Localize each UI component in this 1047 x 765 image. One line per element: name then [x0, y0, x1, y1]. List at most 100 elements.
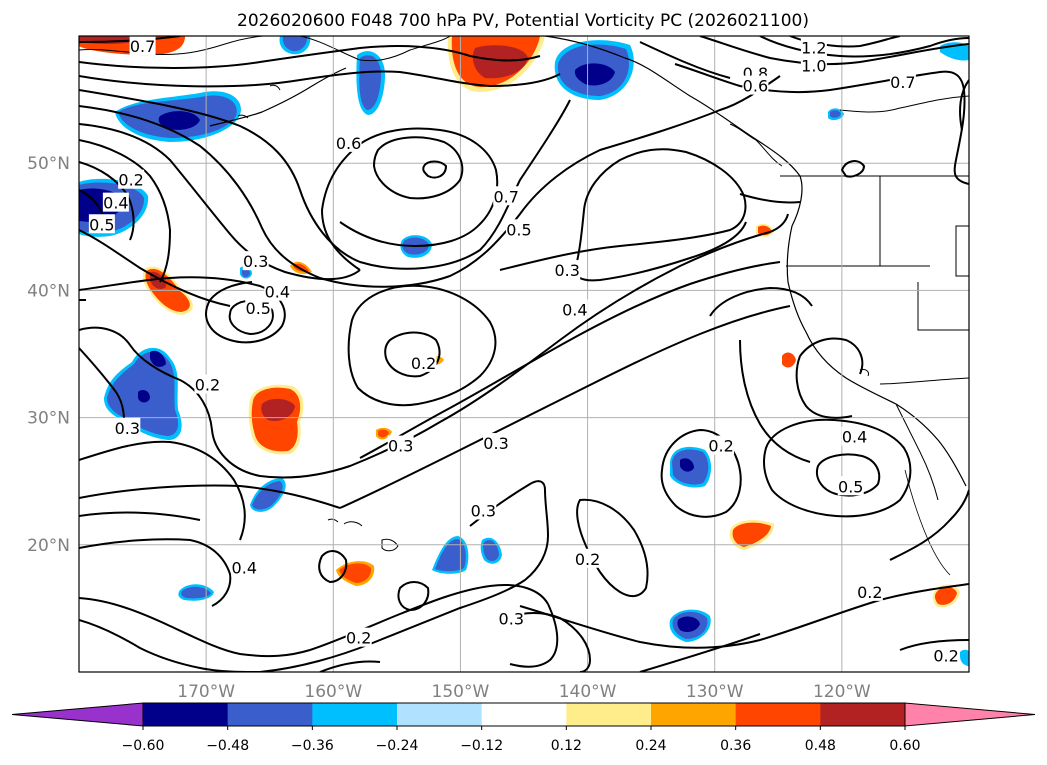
map-frame	[78, 35, 970, 673]
svg-text:0.2: 0.2	[575, 550, 600, 569]
pv-positive-anomaly	[782, 352, 796, 368]
pv-negative-anomaly	[115, 91, 241, 142]
map-title: 2026020600 F048 700 hPa PV, Potential Vo…	[237, 11, 809, 31]
colorbar-tick-label: −0.48	[206, 738, 249, 754]
colorbar-tick-label: 0.60	[889, 738, 920, 754]
contour-label: 0.2	[345, 627, 372, 648]
pv-positive-anomaly	[447, 36, 545, 92]
svg-text:0.3: 0.3	[243, 252, 268, 271]
contour-label: 0.2	[574, 548, 601, 569]
contour-label: 0.2	[410, 352, 437, 373]
svg-text:0.5: 0.5	[246, 299, 271, 318]
colorbar-tick-label: 0.24	[635, 738, 666, 754]
latitude-tick-label: 30°N	[27, 409, 70, 429]
pv-negative-anomaly	[178, 584, 214, 601]
pv-negative-anomaly	[669, 609, 711, 642]
contour-label: 0.5	[505, 219, 532, 239]
pv-negative-anomaly	[670, 446, 712, 488]
colorbar: −0.60 −0.48 −0.36 −0.24 −0.12 0.12 0.24 0.36 0.4…	[11, 702, 1036, 754]
svg-text:0.4: 0.4	[562, 300, 587, 319]
contour-label: 0.4	[264, 281, 291, 302]
svg-text:0.5: 0.5	[838, 477, 863, 496]
svg-text:0.3: 0.3	[388, 437, 413, 456]
contour-label: 0.3	[470, 500, 497, 520]
coastlines	[79, 36, 969, 576]
contour-label: 0.4	[231, 557, 258, 578]
colorbar-tick-label: 0.12	[551, 738, 582, 754]
svg-text:0.3: 0.3	[555, 261, 580, 280]
contour-label: 0.4	[102, 192, 129, 213]
pv-shading	[79, 36, 969, 666]
svg-text:0.4: 0.4	[265, 283, 290, 302]
contour-label: 0.4	[561, 299, 588, 319]
svg-text:0.6: 0.6	[743, 77, 768, 96]
pv-positive-anomaly	[932, 584, 960, 608]
svg-text:0.7: 0.7	[130, 37, 155, 56]
contour-label: 0.3	[242, 251, 269, 271]
colorbar-segment	[481, 703, 567, 726]
colorbar-tick-label: −0.36	[291, 738, 334, 754]
svg-text:0.6: 0.6	[336, 134, 361, 153]
svg-text:0.4: 0.4	[232, 559, 257, 578]
svg-text:1.2: 1.2	[801, 38, 826, 57]
colorbar-segment	[735, 703, 821, 726]
contour-label: 0.5	[837, 476, 864, 496]
contour-label: 1.0	[800, 55, 827, 75]
colorbar-tick-label: −0.60	[122, 738, 165, 754]
contour-label: 0.6	[335, 132, 362, 153]
svg-text:0.2: 0.2	[346, 629, 371, 648]
svg-text:0.3: 0.3	[499, 610, 524, 629]
colorbar-tick-label: −0.12	[460, 738, 503, 754]
svg-text:0.5: 0.5	[506, 220, 531, 239]
contour-label: 0.6	[742, 75, 769, 96]
longitude-tick-label: 160°W	[304, 682, 362, 702]
pv-negative-anomaly	[554, 40, 634, 100]
pv-positive-anomaly	[248, 384, 304, 455]
svg-text:0.2: 0.2	[933, 646, 958, 665]
contour-label: 0.2	[708, 435, 735, 456]
longitude-tick-labels: 170°W 160°W 150°W 140°W 130°W 120°W	[177, 682, 871, 702]
colorbar-segment	[312, 703, 398, 726]
contour-label: 0.7	[889, 71, 916, 92]
svg-text:1.0: 1.0	[801, 56, 826, 75]
latitude-tick-label: 40°N	[27, 281, 70, 301]
latitude-tick-label: 20°N	[27, 536, 70, 556]
svg-text:0.7: 0.7	[493, 187, 518, 206]
longitude-tick-label: 130°W	[686, 682, 744, 702]
svg-text:0.2: 0.2	[195, 376, 220, 395]
latitude-tick-labels: 50°N 40°N 30°N 20°N	[27, 154, 70, 556]
contour-labels: 0.7 1.21.00.80.6 0.70.60.70.50.30.20.40.50…	[88, 36, 960, 665]
colorbar-segment	[651, 703, 737, 726]
svg-text:0.7: 0.7	[890, 73, 915, 92]
colorbar-tick-label: −0.24	[376, 738, 419, 754]
colorbar-tick-label: 0.48	[805, 738, 836, 754]
svg-text:0.2: 0.2	[857, 583, 882, 602]
contour-label: 0.4	[841, 426, 868, 447]
colorbar-segment	[143, 703, 229, 726]
svg-text:0.3: 0.3	[115, 419, 140, 438]
longitude-tick-label: 140°W	[559, 682, 617, 702]
contour-label: 0.7	[493, 186, 520, 206]
colorbar-extend-min	[11, 702, 144, 727]
contour-label: 0.3	[114, 417, 141, 438]
svg-text:0.3: 0.3	[483, 434, 508, 453]
contour-label: 0.3	[498, 608, 525, 629]
svg-text:0.5: 0.5	[89, 215, 114, 234]
contour-label: 0.5	[88, 214, 115, 234]
contour-label: 0.2	[856, 581, 883, 602]
colorbar-extend-max	[904, 702, 1036, 727]
svg-text:0.3: 0.3	[471, 501, 496, 520]
contour-label: 0.2	[194, 374, 221, 395]
colorbar-segment	[227, 703, 313, 726]
pv-negative-anomaly	[432, 536, 469, 574]
contour-label: 0.5	[245, 298, 272, 318]
map-area: 0.7 1.21.00.80.6 0.70.60.70.50.30.20.40.50…	[79, 36, 969, 672]
latitude-tick-label: 50°N	[27, 154, 70, 174]
svg-text:0.2: 0.2	[411, 354, 436, 373]
colorbar-segment	[397, 703, 483, 726]
pv-negative-anomaly	[480, 537, 502, 564]
contour-label: 0.3	[483, 433, 510, 453]
pv-negative-anomaly	[250, 478, 286, 512]
pv-negative-anomaly	[279, 36, 311, 55]
svg-text:0.2: 0.2	[708, 437, 733, 456]
